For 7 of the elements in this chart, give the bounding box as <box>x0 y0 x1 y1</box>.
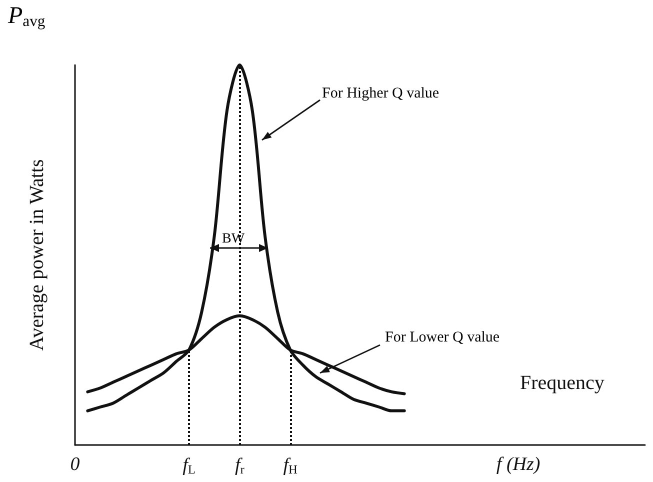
x-tick-label: 0 <box>70 454 80 475</box>
annotation: For Lower Q value <box>385 330 500 346</box>
x-tick-label: f (Hz) <box>496 454 540 475</box>
x-axis-title: Frequency <box>520 372 604 394</box>
annotation: BW <box>222 232 246 246</box>
annotation: For Higher Q value <box>322 86 440 102</box>
y-axis-title: Average power in Watts <box>26 159 48 351</box>
